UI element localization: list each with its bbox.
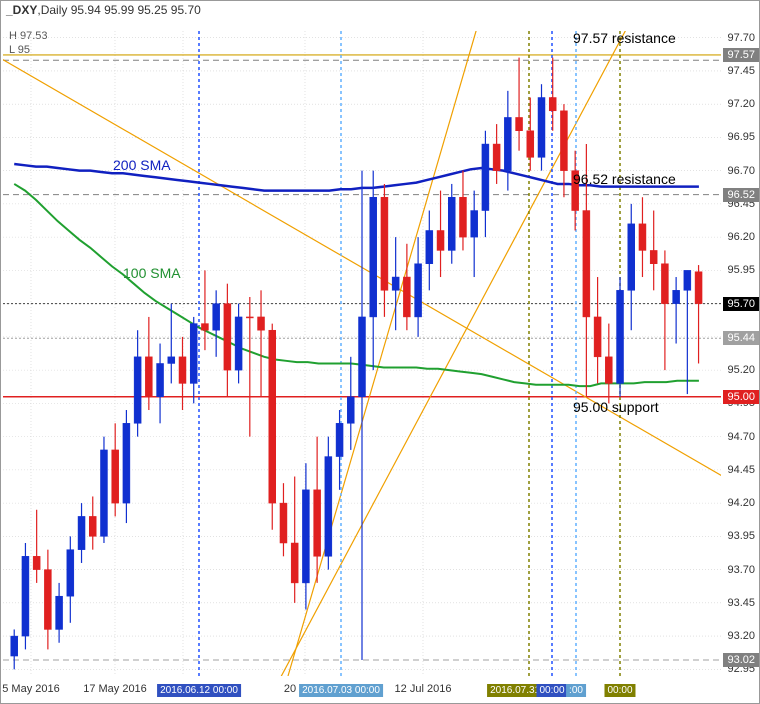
- chart-annotation: 100 SMA: [123, 265, 181, 281]
- chart-annotation: 95.00 support: [573, 399, 659, 415]
- y-tick: 97.20: [727, 98, 755, 110]
- price-tag: 95.70: [723, 297, 759, 311]
- ohlc-header: 95.94 95.99 95.25 95.70: [71, 3, 201, 17]
- y-tick: 94.70: [727, 431, 755, 443]
- vline-date-tag: 00:00: [604, 684, 635, 697]
- y-tick: 95.20: [727, 364, 755, 376]
- x-tick: 5 May 2016: [2, 683, 59, 695]
- x-axis: 5 May 201617 May 201627 May 220 Jun 212 …: [3, 675, 721, 703]
- timeframe-label: Daily: [41, 3, 68, 17]
- y-tick: 96.20: [727, 231, 755, 243]
- y-tick: 94.45: [727, 464, 755, 476]
- chart-annotation: 200 SMA: [113, 157, 171, 173]
- y-tick: 93.45: [727, 597, 755, 609]
- candlestick-plot: [3, 31, 721, 676]
- x-tick: 12 Jul 2016: [395, 683, 452, 695]
- y-tick: 93.70: [727, 564, 755, 576]
- chart-annotation: 96.52 resistance: [573, 171, 676, 187]
- y-tick: 93.20: [727, 630, 755, 642]
- vline-date-tag: 2016.07.03 00:00: [299, 684, 383, 697]
- y-axis: 92.9593.2093.4593.7093.9594.2094.4594.70…: [719, 31, 759, 676]
- x-tick: 17 May 2016: [83, 683, 147, 695]
- vline-date-tag: :00: [566, 684, 586, 697]
- vline-date-tag: 00:00: [536, 684, 567, 697]
- price-tag: 95.44: [723, 331, 759, 345]
- y-tick: 94.20: [727, 497, 755, 509]
- symbol-label: _DXY: [6, 3, 37, 17]
- chart-container: _DXY,Daily 95.94 95.99 95.25 95.70 H 97.…: [0, 0, 760, 704]
- y-tick: 95.95: [727, 264, 755, 276]
- y-tick: 97.70: [727, 32, 755, 44]
- vline-date-tag: 2016.06.12 00:00: [157, 684, 241, 697]
- price-tag: 93.02: [723, 653, 759, 667]
- y-tick: 93.95: [727, 530, 755, 542]
- price-tag: 97.57: [723, 48, 759, 62]
- y-tick: 96.95: [727, 131, 755, 143]
- y-tick: 96.70: [727, 165, 755, 177]
- price-tag: 95.00: [723, 390, 759, 404]
- plot-area[interactable]: 200 SMA 100 SMA 97.57 resistance 96.52 resi…: [3, 31, 721, 676]
- y-tick: 97.45: [727, 65, 755, 77]
- chart-header: _DXY,Daily 95.94 95.99 95.25 95.70: [6, 3, 201, 17]
- chart-annotation: 97.57 resistance: [573, 30, 676, 46]
- price-tag: 96.52: [723, 188, 759, 202]
